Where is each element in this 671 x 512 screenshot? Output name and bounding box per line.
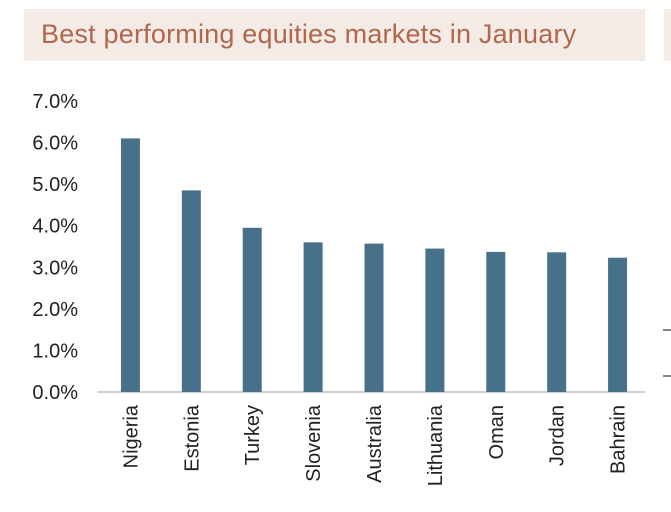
x-tick-label: Oman: [486, 405, 508, 459]
x-tick-label: Australia: [364, 404, 386, 483]
bar-turkey: [242, 227, 262, 392]
bars-group: [120, 138, 628, 392]
bar-australia: [364, 243, 384, 392]
bar-jordan: [547, 252, 567, 392]
y-tick-label: 2.0%: [32, 299, 78, 321]
chart-title-bar: Best performing equities markets in Janu…: [24, 9, 645, 61]
bar-oman: [486, 251, 506, 392]
y-tick-label: 3.0%: [32, 257, 78, 279]
y-tick-label: 0.0%: [32, 382, 78, 404]
y-tick-label: 5.0%: [32, 174, 78, 196]
x-tick-label: Lithuania: [425, 404, 447, 486]
adjacent-panel-edge: [664, 9, 671, 61]
x-tick-label: Estonia: [181, 404, 203, 472]
y-tick-label: 1.0%: [32, 340, 78, 362]
y-tick-label: 6.0%: [32, 133, 78, 155]
bar-bahrain: [608, 257, 628, 392]
chart-title: Best performing equities markets in Janu…: [41, 19, 577, 49]
x-tick-label: Slovenia: [303, 404, 325, 482]
y-tick-label: 7.0%: [32, 91, 78, 113]
bar-slovenia: [303, 242, 323, 392]
x-tick-label: Turkey: [242, 405, 264, 465]
x-tick-label: Jordan: [547, 405, 569, 466]
x-tick-label: Bahrain: [608, 405, 630, 474]
y-tick-label: 4.0%: [32, 216, 78, 238]
bar-estonia: [181, 190, 201, 392]
x-tick-label: Nigeria: [120, 404, 142, 468]
x-axis: Nigeria Estonia Turkey Slovenia Australia Lit…: [120, 404, 629, 486]
bar-nigeria: [120, 138, 140, 392]
bar-lithuania: [425, 248, 445, 392]
y-axis: 0.0% 1.0% 2.0% 3.0% 4.0% 5.0% 6.0% 7.0%: [32, 91, 78, 404]
